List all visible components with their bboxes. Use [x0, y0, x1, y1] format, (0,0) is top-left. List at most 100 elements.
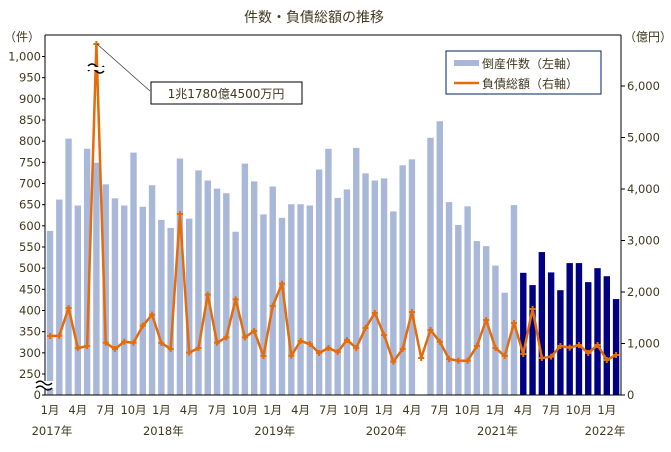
line-point-marker [353, 344, 360, 351]
bar [529, 285, 536, 395]
line-point-marker [176, 210, 183, 217]
line-point-marker [47, 332, 53, 339]
bar [445, 202, 453, 395]
bar [566, 263, 573, 395]
bar [167, 227, 174, 395]
bar [492, 265, 499, 395]
line-point-marker [306, 341, 313, 348]
bar [232, 231, 239, 395]
line-point-marker [260, 353, 267, 360]
line-point-marker [297, 338, 304, 345]
line-point-marker [371, 310, 378, 317]
x-year-label: 2019年 [254, 424, 295, 438]
bar [83, 148, 91, 395]
line-point-marker [316, 350, 323, 357]
right-tick-label: 6,000 [627, 79, 660, 93]
x-month-label: 1月 [152, 403, 171, 417]
left-tick-label: 850 [19, 113, 41, 127]
bar [538, 252, 546, 395]
annotation: 1兆1780億4500万円 [96, 43, 303, 105]
left-tick-label: 750 [19, 155, 41, 169]
line-point-marker [585, 350, 592, 357]
bar [223, 193, 230, 395]
bar [520, 272, 527, 395]
bar [111, 198, 119, 395]
x-month-label: 1月 [375, 403, 394, 417]
bar [139, 206, 146, 395]
left-tick-label: 950 [19, 71, 41, 85]
left-tick-label: 800 [19, 134, 41, 148]
line-point-marker [613, 351, 620, 358]
bar [260, 214, 267, 395]
left-tick-label: 250 [19, 367, 41, 381]
x-month-label: 4月 [180, 403, 199, 417]
line-point-marker [548, 353, 555, 360]
line-point-marker [149, 311, 156, 318]
chart-title: 件数・負債総額の推移 [244, 10, 384, 26]
x-year-label: 2017年 [32, 424, 73, 438]
x-month-label: 4月 [514, 403, 533, 417]
bar [186, 218, 193, 395]
legend-box [445, 50, 602, 95]
bar [306, 205, 314, 395]
left-tick-label: 650 [19, 198, 41, 212]
bar [501, 292, 508, 395]
right-tick-label: 2,000 [627, 285, 660, 299]
bar [547, 272, 555, 395]
bar [65, 138, 72, 396]
line-point-marker [436, 338, 443, 345]
legend-bar-label: 倒産件数（左軸） [482, 56, 578, 71]
x-month-label: 10月 [232, 403, 258, 417]
line-point-marker [102, 339, 109, 346]
line-point-marker [529, 305, 536, 312]
x-month-label: 10月 [120, 403, 146, 417]
left-tick-label: 600 [19, 219, 41, 233]
line-point-marker [511, 320, 517, 327]
bar [204, 180, 211, 395]
x-month-label: 4月 [403, 403, 422, 417]
line-point-marker [195, 344, 202, 351]
line-point-marker [93, 41, 100, 47]
bar [278, 217, 286, 395]
line-point-marker [408, 308, 415, 315]
bar [371, 180, 378, 395]
x-month-label: 7月 [319, 403, 338, 417]
x-year-label: 2021年 [477, 424, 518, 438]
left-tick-label: 0 [34, 388, 41, 402]
x-month-label: 4月 [291, 403, 310, 417]
debt-line [49, 42, 617, 363]
x-month-label: 7月 [208, 403, 227, 417]
line-point-marker [214, 339, 221, 346]
line-point-marker [455, 357, 462, 364]
bar [510, 205, 518, 395]
bar [74, 205, 82, 395]
line-point-marker [446, 356, 453, 363]
right-tick-label: 3,000 [627, 234, 660, 248]
bar [594, 268, 601, 395]
bar [612, 299, 620, 395]
bar [121, 205, 128, 395]
bar [436, 121, 443, 396]
bar [603, 276, 610, 395]
line-point-marker [139, 322, 146, 329]
bar [353, 147, 360, 395]
x-month-label: 10月 [343, 403, 369, 417]
line-point-marker [288, 352, 295, 359]
line-point-marker [223, 334, 230, 341]
line-point-marker [251, 327, 258, 334]
bar [176, 158, 184, 395]
line-point-marker [84, 343, 91, 350]
left-tick-label: 400 [19, 304, 41, 318]
line-point-marker [390, 358, 397, 365]
left-tick-label: 350 [19, 325, 41, 339]
right-tick-label: 0 [627, 388, 634, 402]
value-break-gap [88, 67, 104, 70]
bar [297, 204, 304, 395]
x-year-label: 2022年 [585, 424, 626, 438]
bar [343, 189, 351, 395]
line-point-marker [362, 325, 369, 332]
line-point-marker [343, 336, 350, 343]
line-point-marker [566, 344, 573, 351]
bar [315, 169, 323, 395]
